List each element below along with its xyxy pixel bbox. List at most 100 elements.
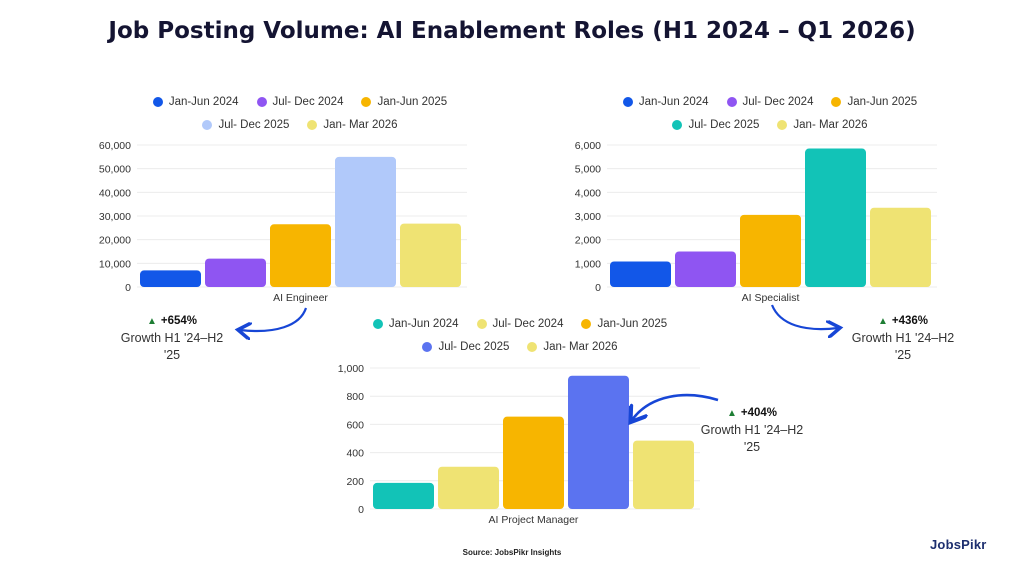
bar-chart-ai-engineer: 0 10,000 20,000 30,000 40,000 50,000 60,000 AI … (99, 140, 467, 304)
growth-value: +436% (891, 315, 929, 327)
legend-row: Jan-Jun 2024 Jul- Dec 2024 Jan-Jun 2025 (110, 96, 490, 108)
legend-label: Jul- Dec 2025 (438, 341, 510, 353)
legend-swatch (307, 120, 318, 130)
y-tick-label: 400 (346, 448, 364, 460)
y-tick-label: 0 (358, 504, 364, 516)
legend-label: Jan-Jun 2025 (377, 96, 448, 108)
up-triangle-icon: ▲ (877, 316, 888, 327)
legend-swatch (527, 342, 538, 352)
legend-label: Jan-Jun 2024 (168, 96, 239, 108)
legend-item: Jan-Jun 2025 (831, 96, 917, 108)
x-category-label: AI Specialist (742, 292, 800, 304)
growth-value: +654% (160, 315, 198, 327)
legend-swatch (831, 97, 842, 107)
legend-label: Jul- Dec 2025 (688, 119, 760, 131)
bar (438, 466, 499, 509)
legend-swatch (361, 97, 372, 107)
legend-swatch (726, 97, 737, 107)
y-tick-label: 1,000 (338, 363, 364, 375)
legend-swatch (476, 319, 487, 329)
legend-label: Jan-Jun 2025 (597, 318, 668, 330)
legend-swatch (672, 120, 683, 130)
y-tick-label: 1,000 (575, 258, 601, 270)
bar (373, 482, 434, 509)
legend-label: Jul- Dec 2024 (272, 96, 344, 108)
legend-item: Jul- Dec 2025 (202, 119, 289, 131)
x-category-label: AI Project Manager (489, 514, 579, 526)
legend-swatch (622, 97, 633, 107)
x-category-label: AI Engineer (273, 292, 328, 304)
chart-title: Job Posting Volume: AI Enablement Roles … (108, 18, 916, 44)
legend-item: Jul- Dec 2025 (422, 341, 509, 353)
legend-label: Jan-Jun 2024 (388, 318, 459, 330)
legend-row: Jan-Jun 2024 Jul- Dec 2024 Jan-Jun 2025 (340, 318, 700, 330)
legend-swatch (422, 342, 433, 352)
bar (140, 270, 201, 287)
legend-item: Jan- Mar 2026 (527, 341, 618, 353)
legend-label: Jan-Jun 2024 (638, 96, 709, 108)
legend-item: Jan-Jun 2024 (372, 318, 459, 330)
bar (610, 261, 671, 287)
up-triangle-icon: ▲ (726, 408, 737, 419)
y-tick-label: 5,000 (575, 164, 601, 176)
growth-callout-ai-engineer: ▲ +654% Growth H1 '24–H2 '25 (112, 312, 232, 364)
legend-item: Jan-Jun 2024 (152, 96, 239, 108)
legend-item: Jan- Mar 2026 (307, 119, 398, 131)
growth-label: Growth H1 '24–H2 '25 (851, 331, 955, 362)
bar (335, 156, 396, 287)
legend-item: Jan-Jun 2024 (622, 96, 709, 108)
growth-label: Growth H1 '24–H2 '25 (700, 423, 804, 454)
bar (633, 440, 694, 509)
y-tick-label: 6,000 (575, 140, 601, 152)
y-tick-label: 600 (346, 419, 364, 431)
legend-label: Jan- Mar 2026 (543, 341, 618, 353)
y-tick-label: 2,000 (575, 235, 601, 247)
growth-callout-ai-project-manager: ▲ +404% Growth H1 '24–H2 '25 (692, 404, 812, 456)
growth-value: +404% (740, 407, 778, 419)
logo-text: JobsPikr (930, 537, 987, 552)
legend-label: Jul- Dec 2024 (492, 318, 564, 330)
legend-ai-specialist: Jan-Jun 2024 Jul- Dec 2024 Jan-Jun 2025 Jul… (580, 96, 960, 142)
legend-label: Jul- Dec 2024 (742, 96, 814, 108)
legend-row: Jul- Dec 2025 Jan- Mar 2026 (110, 119, 490, 131)
legend-ai-engineer: Jan-Jun 2024 Jul- Dec 2024 Jan-Jun 2025 Jul… (110, 96, 490, 142)
legend-item: Jan-Jun 2025 (361, 96, 447, 108)
bar (205, 258, 266, 287)
y-tick-label: 50,000 (99, 164, 131, 176)
legend-row: Jul- Dec 2025 Jan- Mar 2026 (580, 119, 960, 131)
bar (400, 223, 461, 287)
legend-swatch (372, 319, 383, 329)
bar (740, 214, 801, 287)
y-tick-label: 0 (125, 282, 131, 294)
legend-swatch (256, 97, 267, 107)
legend-ai-project-manager: Jan-Jun 2024 Jul- Dec 2024 Jan-Jun 2025 Jul… (340, 318, 700, 364)
legend-item: Jul- Dec 2024 (256, 96, 344, 108)
growth-callout-ai-specialist: ▲ +436% Growth H1 '24–H2 '25 (843, 312, 963, 364)
y-tick-label: 0 (595, 282, 601, 294)
bar (503, 416, 564, 509)
legend-row: Jan-Jun 2024 Jul- Dec 2024 Jan-Jun 2025 (580, 96, 960, 108)
legend-label: Jan- Mar 2026 (323, 119, 398, 131)
legend-item: Jan- Mar 2026 (777, 119, 868, 131)
y-tick-label: 4,000 (575, 187, 601, 199)
legend-label: Jan-Jun 2025 (847, 96, 918, 108)
y-tick-label: 20,000 (99, 235, 131, 247)
brand-logo: JobsPikr (930, 537, 987, 552)
bar (270, 224, 331, 287)
legend-item: Jul- Dec 2024 (476, 318, 564, 330)
legend-item: Jul- Dec 2024 (726, 96, 814, 108)
bar-chart-ai-project-manager: 0 200 400 600 800 1,000 AI Project Manager (338, 363, 700, 526)
legend-item: Jul- Dec 2025 (672, 119, 759, 131)
bar (675, 251, 736, 287)
legend-swatch (202, 120, 213, 130)
bar (805, 148, 866, 287)
legend-swatch (581, 319, 592, 329)
y-tick-label: 10,000 (99, 258, 131, 270)
bar (870, 207, 931, 287)
bar (568, 375, 629, 509)
y-tick-label: 800 (346, 391, 364, 403)
y-tick-label: 3,000 (575, 211, 601, 223)
bar-chart-ai-specialist: 0 1,000 2,000 3,000 4,000 5,000 6,000 AI Specia… (575, 140, 937, 304)
legend-swatch (777, 120, 788, 130)
